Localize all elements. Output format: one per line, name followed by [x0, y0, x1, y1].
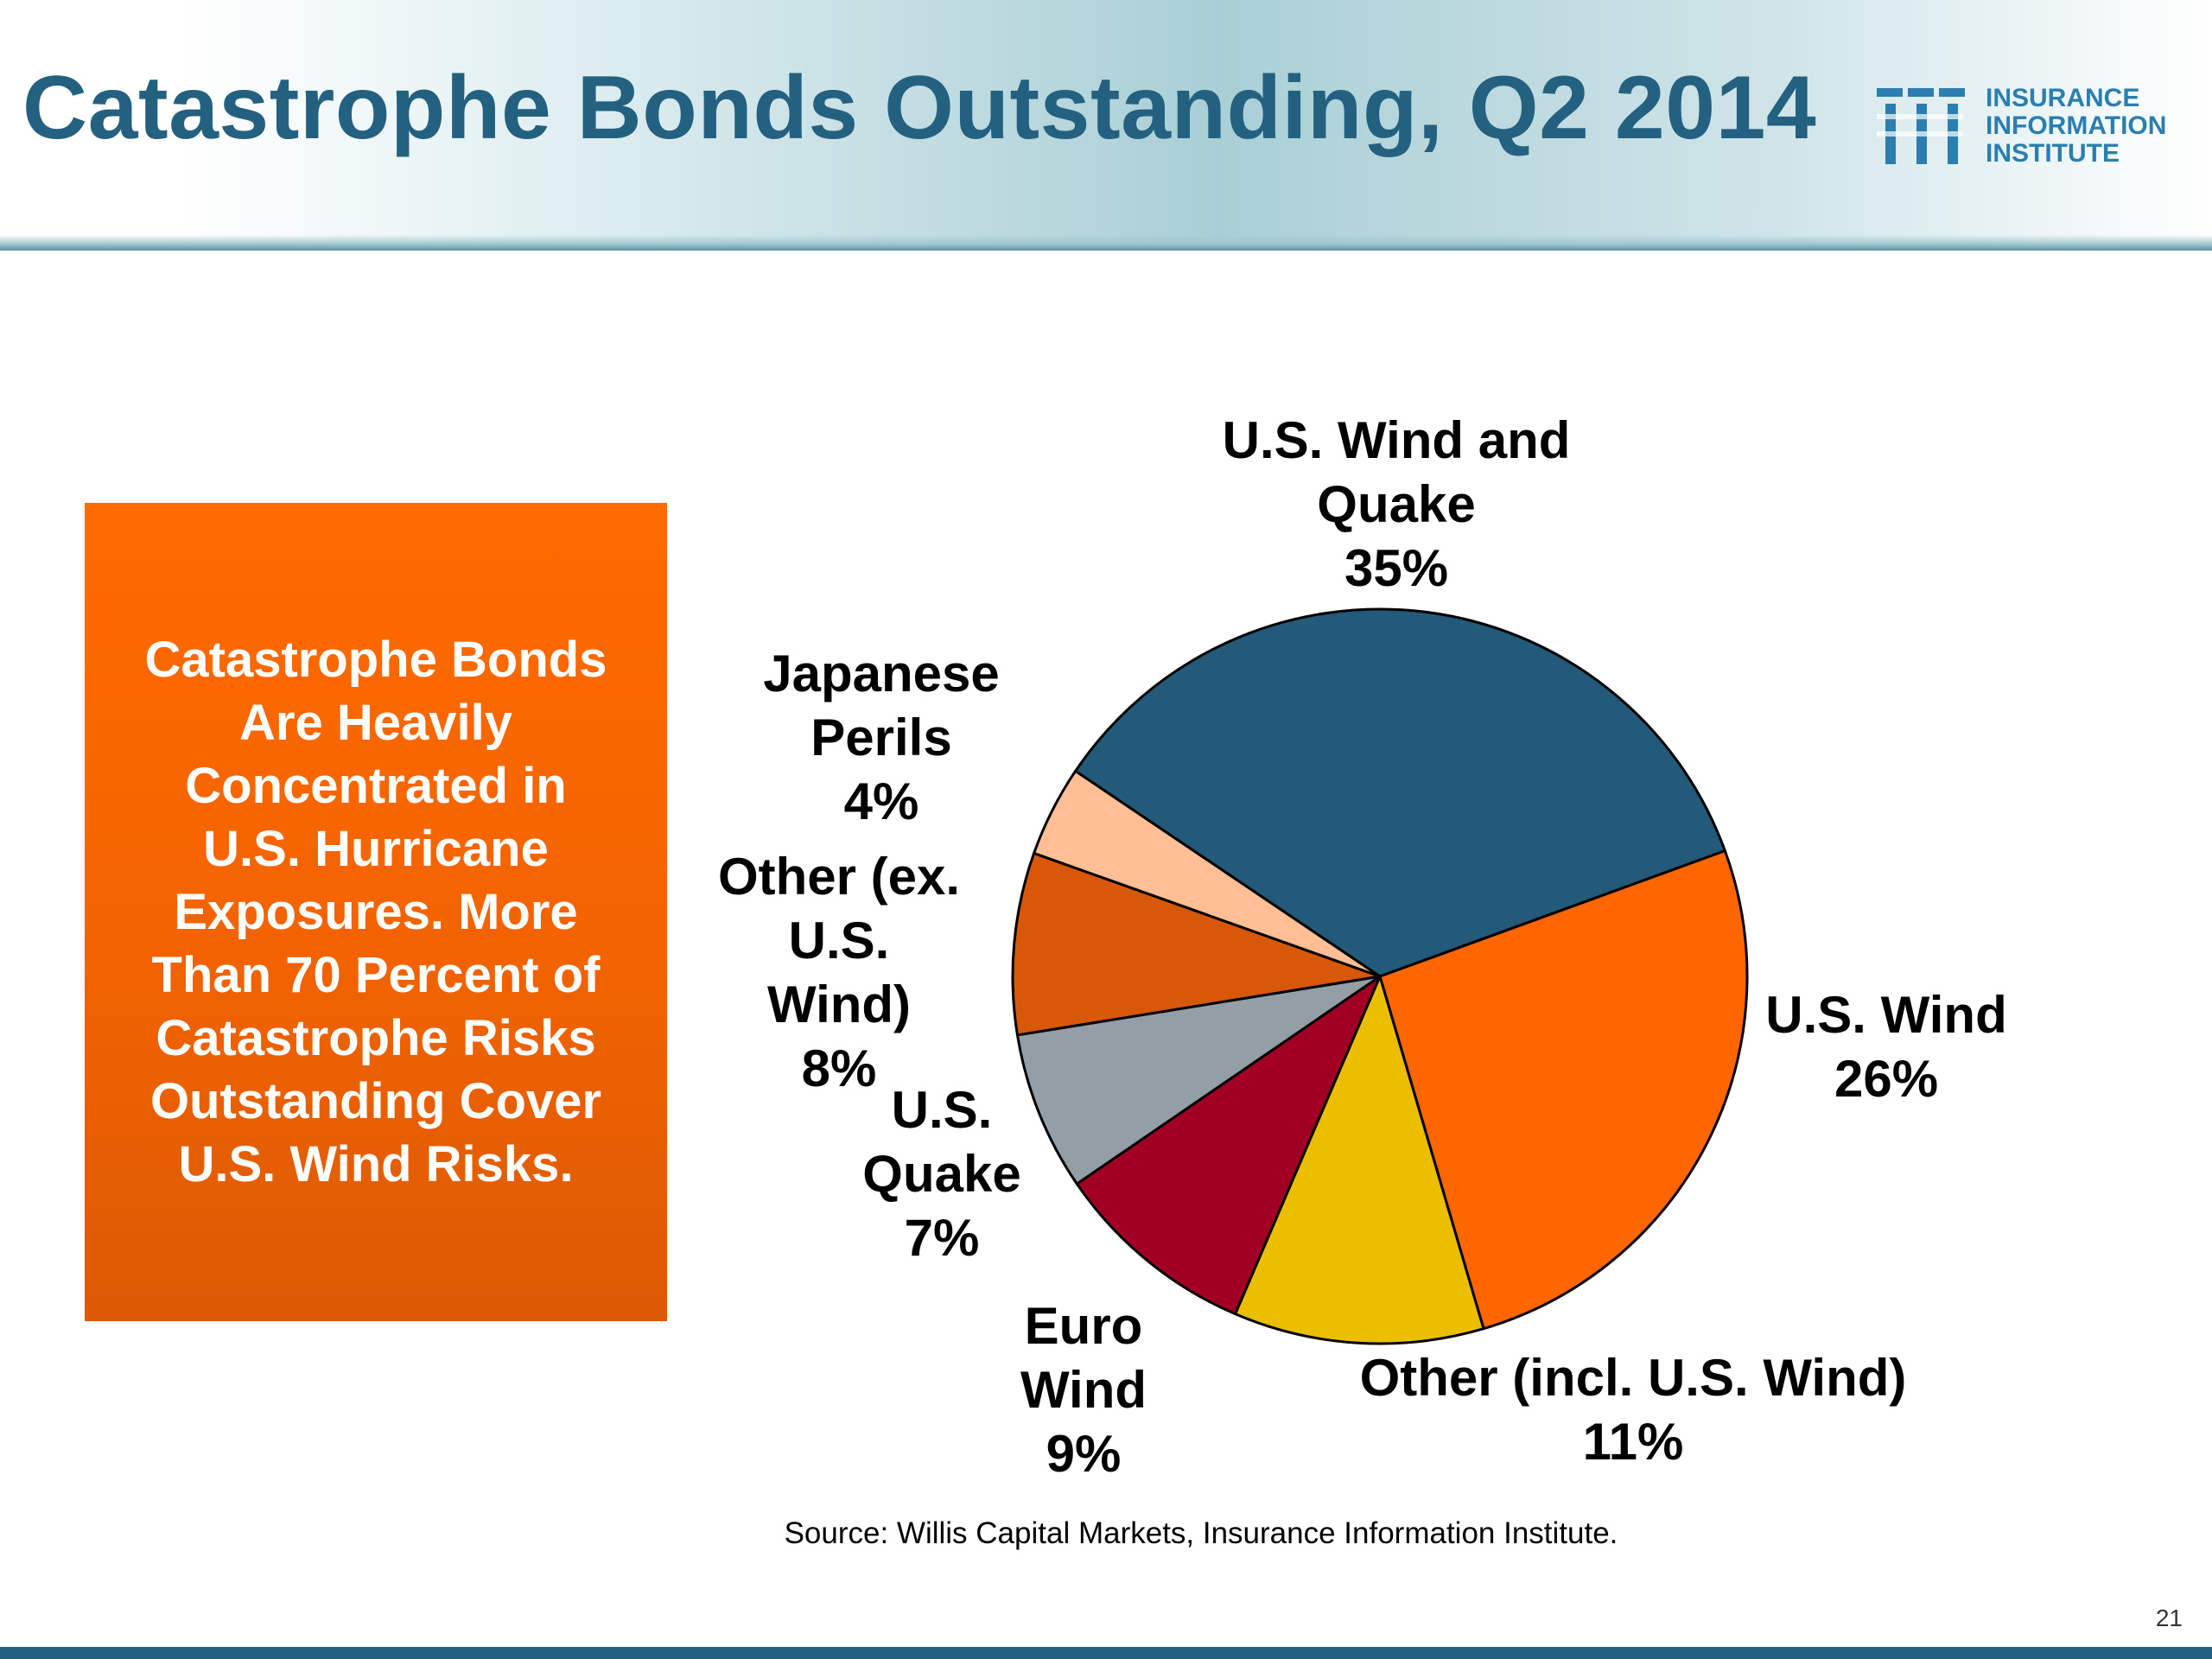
iii-logo-text: INSURANCE INFORMATION INSTITUTE — [1986, 85, 2166, 168]
slice-name-label: Perils — [810, 709, 951, 766]
slice-value-label: 8% — [802, 1039, 877, 1097]
slice-value-label: 26% — [1834, 1050, 1938, 1108]
footer-bar — [0, 1647, 2212, 1659]
slice-name-label: U.S. Wind and — [1223, 411, 1571, 469]
slice-value-label: 7% — [905, 1209, 980, 1267]
callout-text: Catastrophe Bonds Are Heavily Concentrat… — [108, 628, 644, 1196]
slice-name-label: U.S. — [789, 912, 890, 969]
slide-title: Catastrophe Bonds Outstanding, Q2 2014 — [22, 58, 1817, 158]
pie-slice — [1074, 607, 1726, 978]
pie-slice — [1234, 975, 1485, 1345]
callout-line: Catastrophe Bonds — [144, 632, 607, 688]
logo-line-2: INFORMATION — [1986, 111, 2167, 140]
slice-label: U.S. Wind 26% — [1765, 986, 2006, 1108]
iii-logo-icon — [1877, 88, 1965, 164]
slice-value-label: 35% — [1344, 539, 1448, 597]
slice-name-label: Quake — [862, 1145, 1020, 1203]
slice-name-label: Wind) — [767, 976, 911, 1033]
source-note: Source: Willis Capital Markets, Insuranc… — [784, 1516, 1618, 1550]
slice-name-label: Euro — [1025, 1297, 1143, 1355]
slice-name-label: Other (ex. — [718, 848, 960, 906]
callout-line: Catastrophe Risks — [156, 1010, 596, 1066]
callout-line: Concentrated in — [185, 758, 567, 814]
callout-line: Are Heavily — [239, 695, 512, 751]
slice-label: Euro Wind 9% — [1020, 1297, 1147, 1483]
slice-value-label: 11% — [1583, 1413, 1684, 1471]
slice-label: U.S. Wind and Quake 35% — [1223, 411, 1571, 597]
slice-name-label: Other (incl. U.S. Wind) — [1360, 1349, 1907, 1407]
pie-slice — [1033, 769, 1382, 978]
page-number: 21 — [2155, 1605, 2183, 1631]
logo-line-1: INSURANCE — [1986, 84, 2140, 112]
logo-line-3: INSTITUTE — [1986, 139, 2120, 168]
slice-name-label: Japanese — [763, 645, 1000, 702]
slice-label: Japanese Perils 4% — [763, 645, 1000, 830]
slice-label: U.S. Quake 7% — [862, 1081, 1020, 1267]
slice-value-label: 4% — [844, 772, 919, 830]
callout-line: Than 70 Percent of — [151, 947, 601, 1003]
slice-name-label: Quake — [1317, 475, 1475, 533]
iii-logo: INSURANCE INFORMATION INSTITUTE — [1873, 81, 2193, 171]
slide-header: Catastrophe Bonds Outstanding, Q2 2014 I… — [0, 0, 2212, 251]
slice-label: Other (ex. U.S. Wind) 8% — [718, 848, 960, 1097]
pie-slice — [1378, 849, 1749, 1331]
pie-slice — [1075, 975, 1382, 1316]
callout-line: Exposures. More — [174, 884, 578, 940]
callout-line: U.S. Hurricane — [203, 821, 549, 877]
slice-label: Other (incl. U.S. Wind) 11% — [1360, 1349, 1907, 1471]
callout-line: Outstanding Cover — [149, 1073, 602, 1129]
callout-line: U.S. Wind Risks. — [178, 1136, 574, 1192]
pie-slice — [1011, 851, 1382, 1037]
slice-name-label: U.S. — [892, 1081, 993, 1139]
pie-slice — [1015, 975, 1382, 1185]
slice-name-label: Wind — [1020, 1361, 1147, 1419]
callout-box: Catastrophe Bonds Are Heavily Concentrat… — [85, 503, 667, 1321]
slice-name-label: U.S. Wind — [1765, 986, 2006, 1044]
slice-value-label: 9% — [1046, 1425, 1122, 1483]
